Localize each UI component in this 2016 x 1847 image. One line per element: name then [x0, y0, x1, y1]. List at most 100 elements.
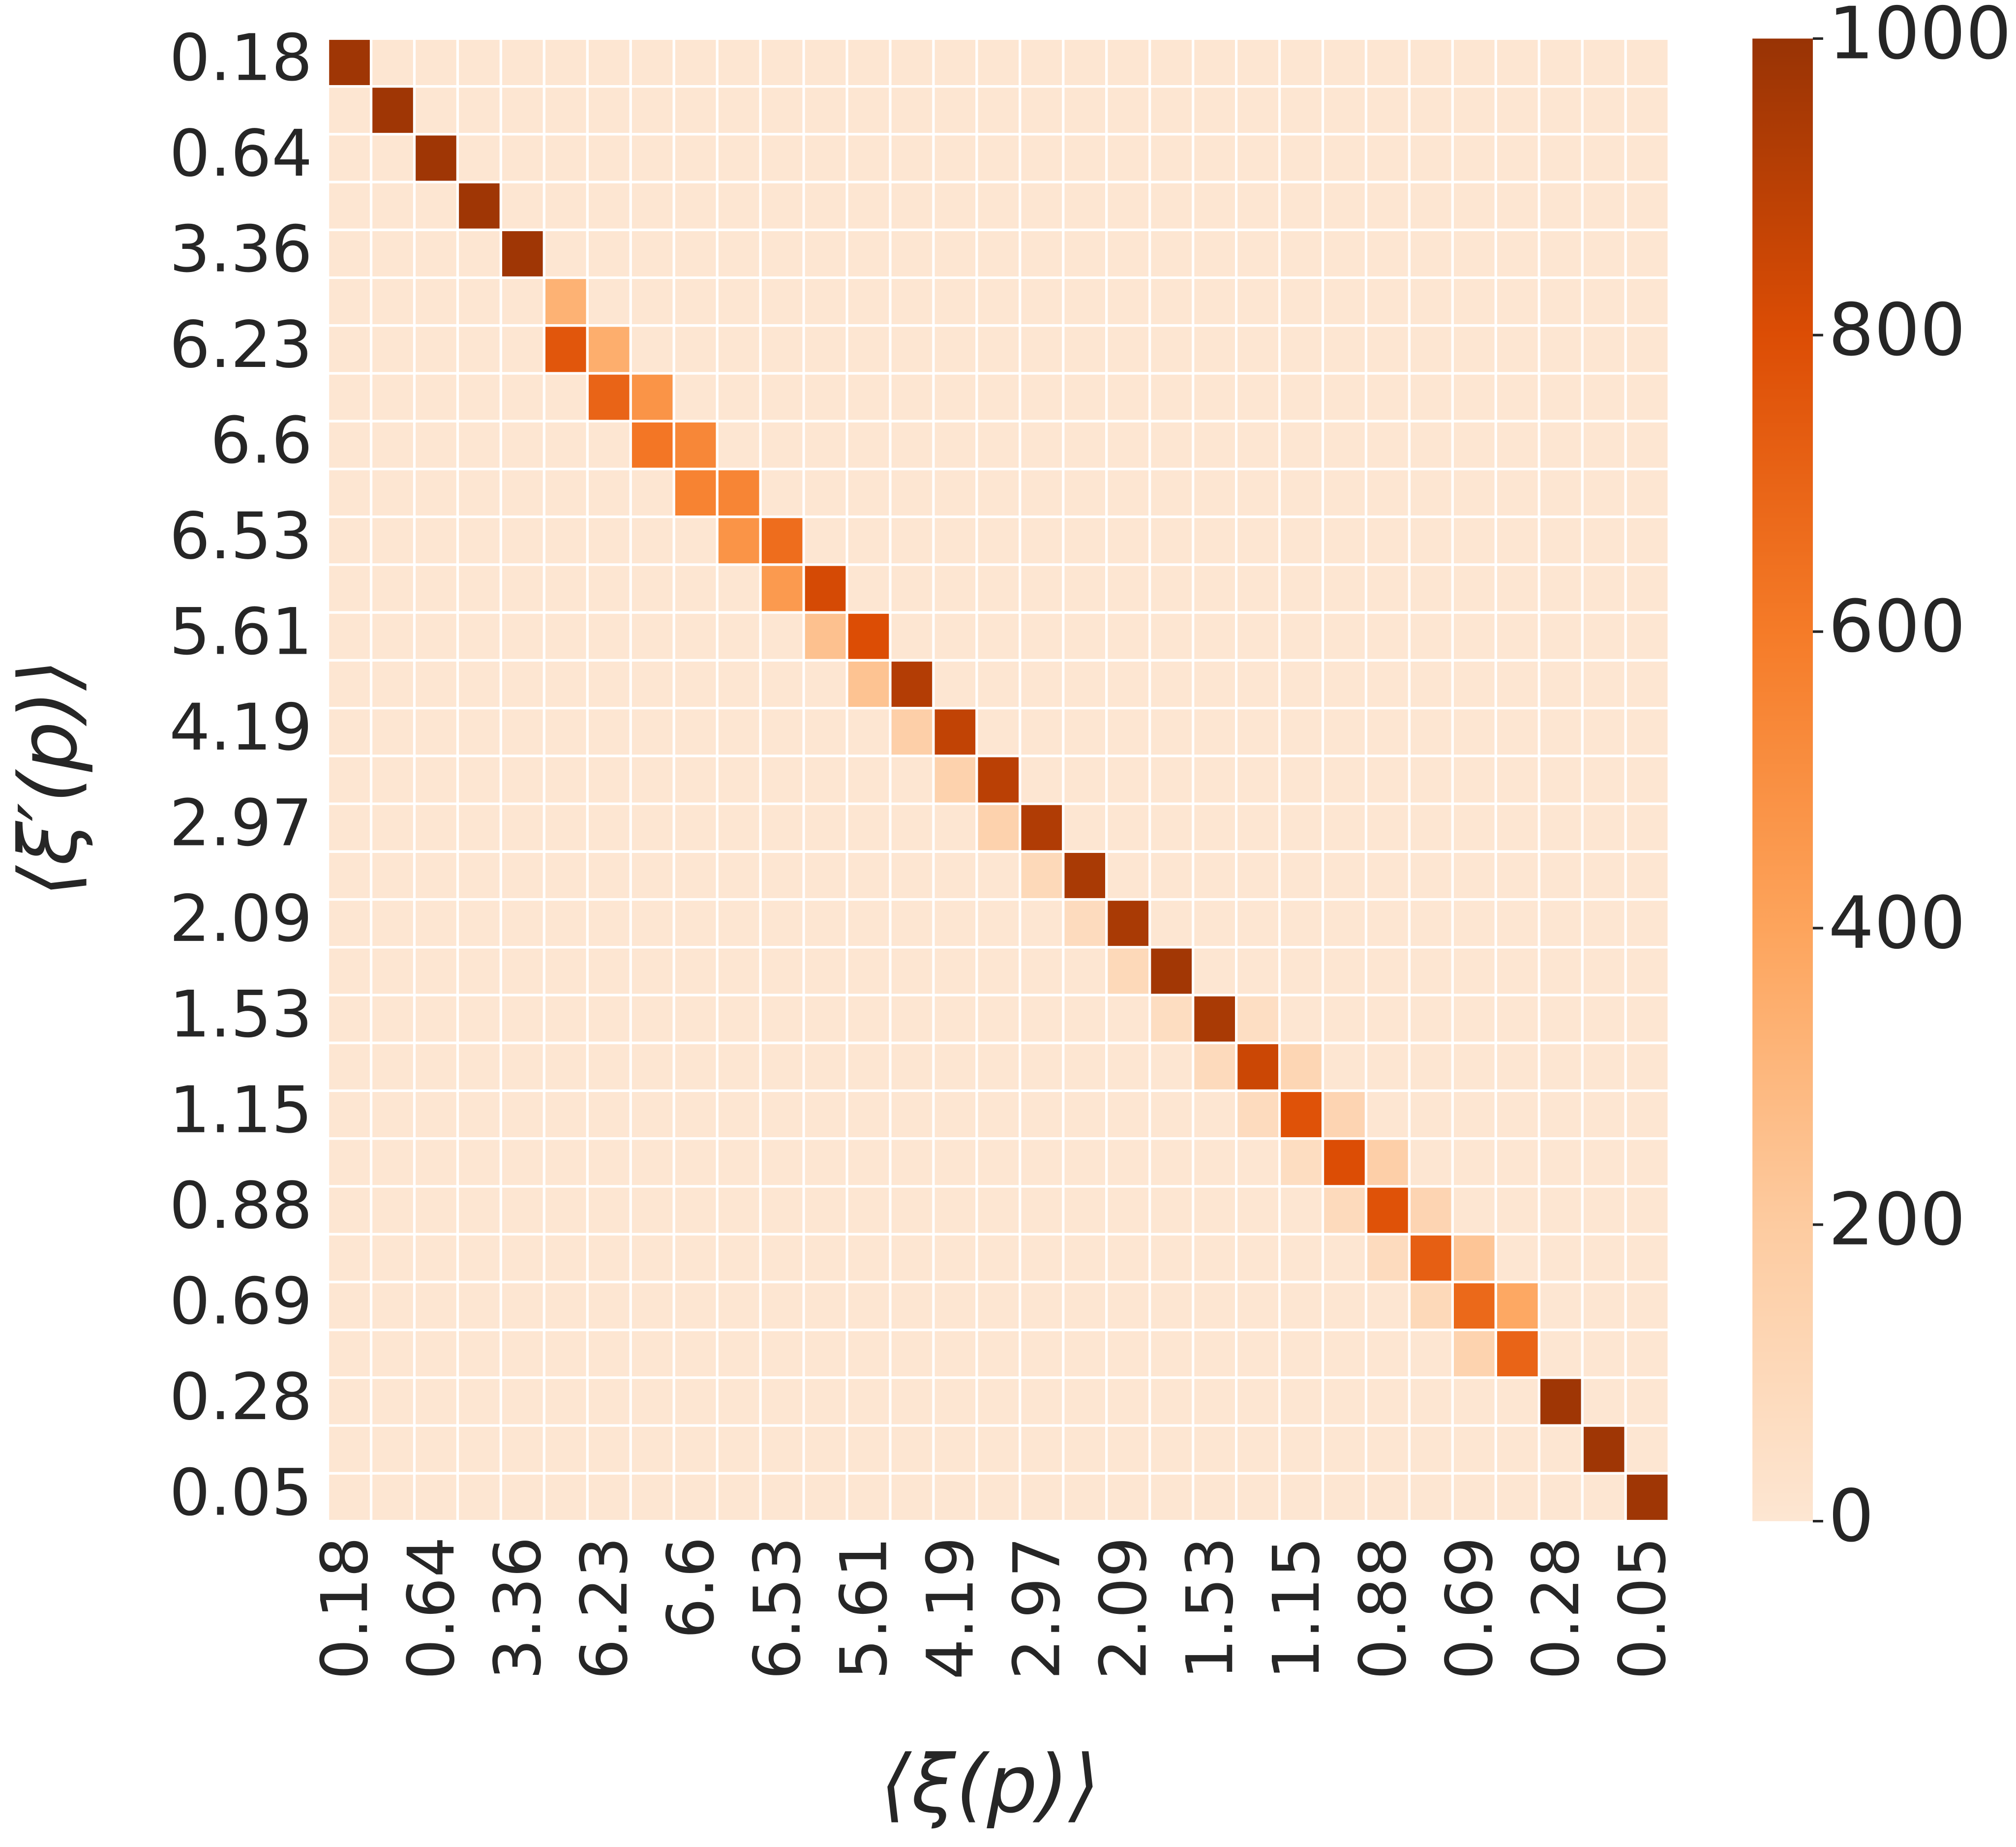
- heatmap-cell: [1062, 1185, 1108, 1236]
- heatmap-cell: [1451, 228, 1497, 279]
- heatmap-cell: [369, 85, 416, 136]
- heatmap-cell: [1148, 659, 1195, 710]
- heatmap-cell: [1321, 181, 1368, 231]
- heatmap-cell: [456, 898, 503, 949]
- heatmap-cell: [1105, 1137, 1151, 1188]
- heatmap-cell: [1192, 994, 1238, 1044]
- heatmap-cell: [975, 276, 1022, 327]
- heatmap-cell: [1364, 946, 1411, 997]
- heatmap-cell: [1105, 755, 1151, 805]
- heatmap-cell: [932, 850, 978, 901]
- heatmap-cell: [326, 994, 373, 1044]
- heatmap-cell: [845, 228, 892, 279]
- heatmap-cell: [889, 1472, 935, 1523]
- heatmap-cell: [1624, 467, 1670, 518]
- heatmap-cell: [1624, 755, 1670, 805]
- heatmap-cell: [932, 324, 978, 375]
- heatmap-cell: [1105, 1185, 1151, 1236]
- heatmap-cell: [1321, 1089, 1368, 1140]
- heatmap-cell: [499, 1280, 545, 1332]
- heatmap-cell: [1581, 946, 1627, 997]
- heatmap-cell: [1148, 133, 1195, 183]
- heatmap-cell: [802, 324, 848, 375]
- heatmap-cell: [1581, 1376, 1627, 1427]
- heatmap-cell: [456, 324, 503, 375]
- heatmap-cell: [369, 1041, 416, 1092]
- heatmap-cell: [1364, 707, 1411, 757]
- heatmap-cell: [672, 850, 719, 901]
- heatmap-cell: [1451, 611, 1497, 662]
- heatmap-cell: [1451, 802, 1497, 853]
- heatmap-cell: [975, 994, 1022, 1044]
- heatmap-cell: [802, 85, 848, 136]
- heatmap-cell: [1148, 1089, 1195, 1140]
- heatmap-cell: [1105, 850, 1151, 901]
- heatmap-cell: [932, 276, 978, 327]
- heatmap-cell: [586, 563, 632, 614]
- heatmap-cell: [716, 467, 762, 518]
- heatmap-cell: [1451, 946, 1497, 997]
- heatmap-cell: [845, 1089, 892, 1140]
- heatmap-cell: [1624, 850, 1670, 901]
- heatmap-cell: [629, 85, 675, 136]
- heatmap-cell: [1148, 1185, 1195, 1236]
- colorbar: [1752, 38, 1813, 1521]
- heatmap-cell: [975, 228, 1022, 279]
- heatmap-cell: [1581, 1280, 1627, 1332]
- heatmap-cell: [1321, 659, 1368, 710]
- heatmap-cell: [1235, 276, 1281, 327]
- heatmap-cell: [889, 1233, 935, 1284]
- heatmap-cell: [499, 1185, 545, 1236]
- heatmap-cell: [586, 1089, 632, 1140]
- heatmap-cell: [1105, 1041, 1151, 1092]
- heatmap-cell: [716, 850, 762, 901]
- heatmap-cell: [1062, 802, 1108, 853]
- heatmap-cell: [1364, 276, 1411, 327]
- heatmap-cell: [672, 1233, 719, 1284]
- heatmap-cell: [672, 85, 719, 136]
- heatmap-cell: [1235, 1472, 1281, 1523]
- heatmap-cell: [586, 659, 632, 710]
- heatmap-cell: [1062, 181, 1108, 231]
- heatmap-cell: [1278, 611, 1324, 662]
- heatmap-cell: [802, 1376, 848, 1427]
- heatmap-cell: [1105, 563, 1151, 614]
- heatmap-cell: [499, 994, 545, 1044]
- heatmap-cell: [845, 659, 892, 710]
- heatmap-cell: [802, 1185, 848, 1236]
- heatmap-cell: [1451, 659, 1497, 710]
- heatmap-cell: [1494, 1424, 1540, 1475]
- heatmap-cell: [889, 85, 935, 136]
- heatmap-cell: [1494, 611, 1540, 662]
- heatmap-cell: [1192, 181, 1238, 231]
- heatmap-cell: [975, 1089, 1022, 1140]
- heatmap-cell: [1537, 133, 1584, 183]
- heatmap-cell: [629, 228, 675, 279]
- heatmap-cell: [1321, 1233, 1368, 1284]
- heatmap-cell: [499, 372, 545, 423]
- heatmap-cell: [542, 707, 589, 757]
- heatmap-cell: [802, 707, 848, 757]
- heatmap-cell: [672, 1472, 719, 1523]
- heatmap-cell: [1408, 898, 1454, 949]
- heatmap-cell: [1537, 611, 1584, 662]
- heatmap-cell: [932, 372, 978, 423]
- heatmap-cell: [759, 133, 805, 183]
- heatmap-cell: [456, 420, 503, 471]
- heatmap-cell: [672, 994, 719, 1044]
- heatmap-cell: [369, 276, 416, 327]
- heatmap-cell: [499, 898, 545, 949]
- heatmap-cell: [1192, 707, 1238, 757]
- heatmap-cell: [586, 1424, 632, 1475]
- heatmap-cell: [369, 1376, 416, 1427]
- heatmap-cell: [1062, 133, 1108, 183]
- heatmap-cell: [542, 898, 589, 949]
- heatmap-cell: [1537, 1329, 1584, 1379]
- heatmap-cell: [1278, 1329, 1324, 1379]
- heatmap-cell: [1451, 37, 1497, 88]
- heatmap-cell: [1624, 1185, 1670, 1236]
- heatmap-cell: [1062, 563, 1108, 614]
- heatmap-cell: [326, 755, 373, 805]
- heatmap-cell: [1537, 755, 1584, 805]
- heatmap-cell: [889, 659, 935, 710]
